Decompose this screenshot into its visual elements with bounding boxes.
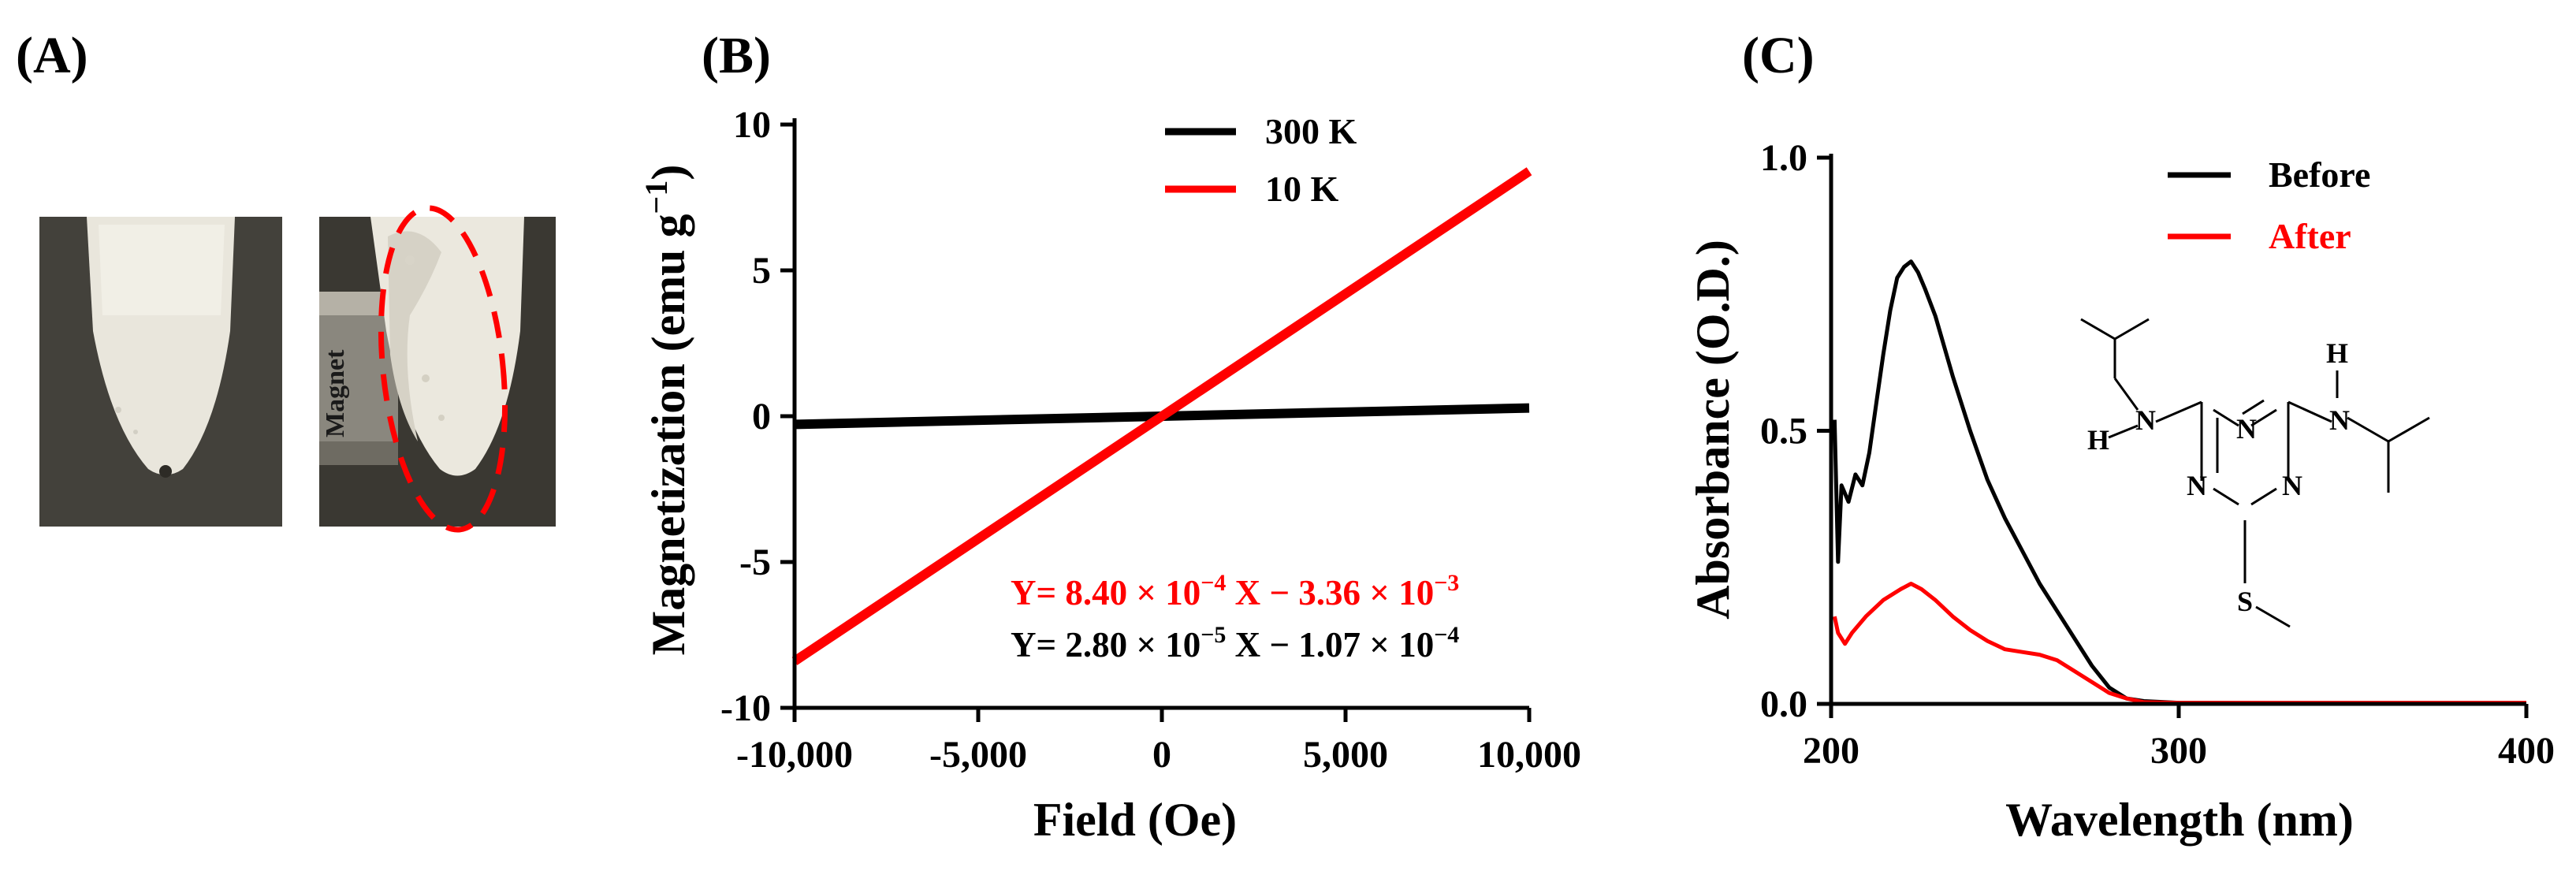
- x-tick-label: 200: [1803, 730, 1859, 772]
- atom-n-amine-right: N: [2329, 404, 2350, 436]
- legend-label-300k: 300 K: [1265, 111, 1357, 151]
- panel-c: (C) 200 300 400 0.0 0.5 1.0 Wavelength (nm) A…: [1687, 27, 2555, 846]
- atom-n-amine-left: N: [2135, 404, 2156, 436]
- x-tick-label: 300: [2150, 730, 2207, 772]
- legend-label-after: After: [2269, 216, 2351, 256]
- molecule-atom-labels: N N N N N H H S: [2087, 337, 2350, 617]
- panel-b-ticks: -10,000 -5,000 0 5,000 10,000 -10 -5 0 5 10: [720, 104, 1581, 776]
- y-tick-label: 5: [752, 250, 771, 292]
- x-tick-label: 10,000: [1477, 734, 1581, 776]
- panel-c-series: [1832, 259, 2526, 705]
- photo-tube-before: [39, 217, 282, 527]
- y-tick-label: -5: [739, 542, 771, 583]
- legend-label-before: Before: [2269, 154, 2370, 195]
- panel-c-label: (C): [1742, 27, 1815, 84]
- atom-h-right: H: [2326, 337, 2348, 369]
- x-tick-label: 0: [1152, 734, 1171, 776]
- legend-label-10k: 10 K: [1265, 169, 1339, 209]
- atom-h-left: H: [2087, 424, 2109, 456]
- magnet-label: Magnet: [321, 349, 350, 437]
- panel-b-legend: 300 K 10 K: [1165, 111, 1357, 209]
- x-tick-label: 400: [2498, 730, 2555, 772]
- atom-n-ring-right: N: [2282, 470, 2302, 501]
- dashed-highlight-oval: [378, 205, 508, 533]
- equation-300k: Y= 2.80 × 10−5 X − 1.07 × 10−4: [1011, 622, 1459, 664]
- panel-b-x-title: Field (Oe): [1033, 794, 1237, 846]
- equation-10k: Y= 8.40 × 10−4 X − 3.36 × 10−3: [1011, 570, 1459, 612]
- panel-b-label: (B): [702, 27, 771, 84]
- panel-a-label: (A): [16, 27, 88, 84]
- molecule-structure: [2080, 318, 2430, 628]
- panel-b-y-title: Magnetization (emu g−1): [638, 165, 694, 656]
- panel-c-legend: Before After: [2168, 154, 2370, 256]
- panel-c-y-title: Absorbance (O.D.): [1687, 240, 1739, 620]
- y-tick-label: 0.0: [1760, 683, 1807, 725]
- panel-c-x-title: Wavelength (nm): [2005, 794, 2354, 846]
- series-line-after: [1832, 582, 2526, 705]
- x-tick-label: -10,000: [736, 734, 853, 776]
- y-tick-label: -10: [720, 687, 771, 729]
- y-tick-label: 0: [752, 396, 771, 437]
- panel-a: (A) Magnet: [16, 27, 556, 533]
- panel-b: (B) -10,000 -5,000 0 5,000 10,000 -10 -5 0 5 10 F…: [638, 27, 1581, 846]
- photo-tube-magnet: Magnet: [319, 205, 556, 533]
- y-tick-label: 10: [733, 104, 771, 146]
- x-tick-label: -5,000: [929, 734, 1027, 776]
- y-tick-label: 1.0: [1760, 137, 1807, 179]
- y-tick-label: 0.5: [1760, 411, 1807, 452]
- series-line-10-k: [791, 167, 1532, 665]
- atom-s: S: [2237, 586, 2253, 617]
- panel-b-series: [791, 167, 1532, 665]
- atom-n-ring-top: N: [2236, 413, 2257, 445]
- atom-n-ring-left: N: [2187, 470, 2207, 501]
- x-tick-label: 5,000: [1303, 734, 1388, 776]
- panel-c-ticks: 200 300 400 0.0 0.5 1.0: [1760, 137, 2555, 772]
- series-line-before: [1832, 259, 2526, 705]
